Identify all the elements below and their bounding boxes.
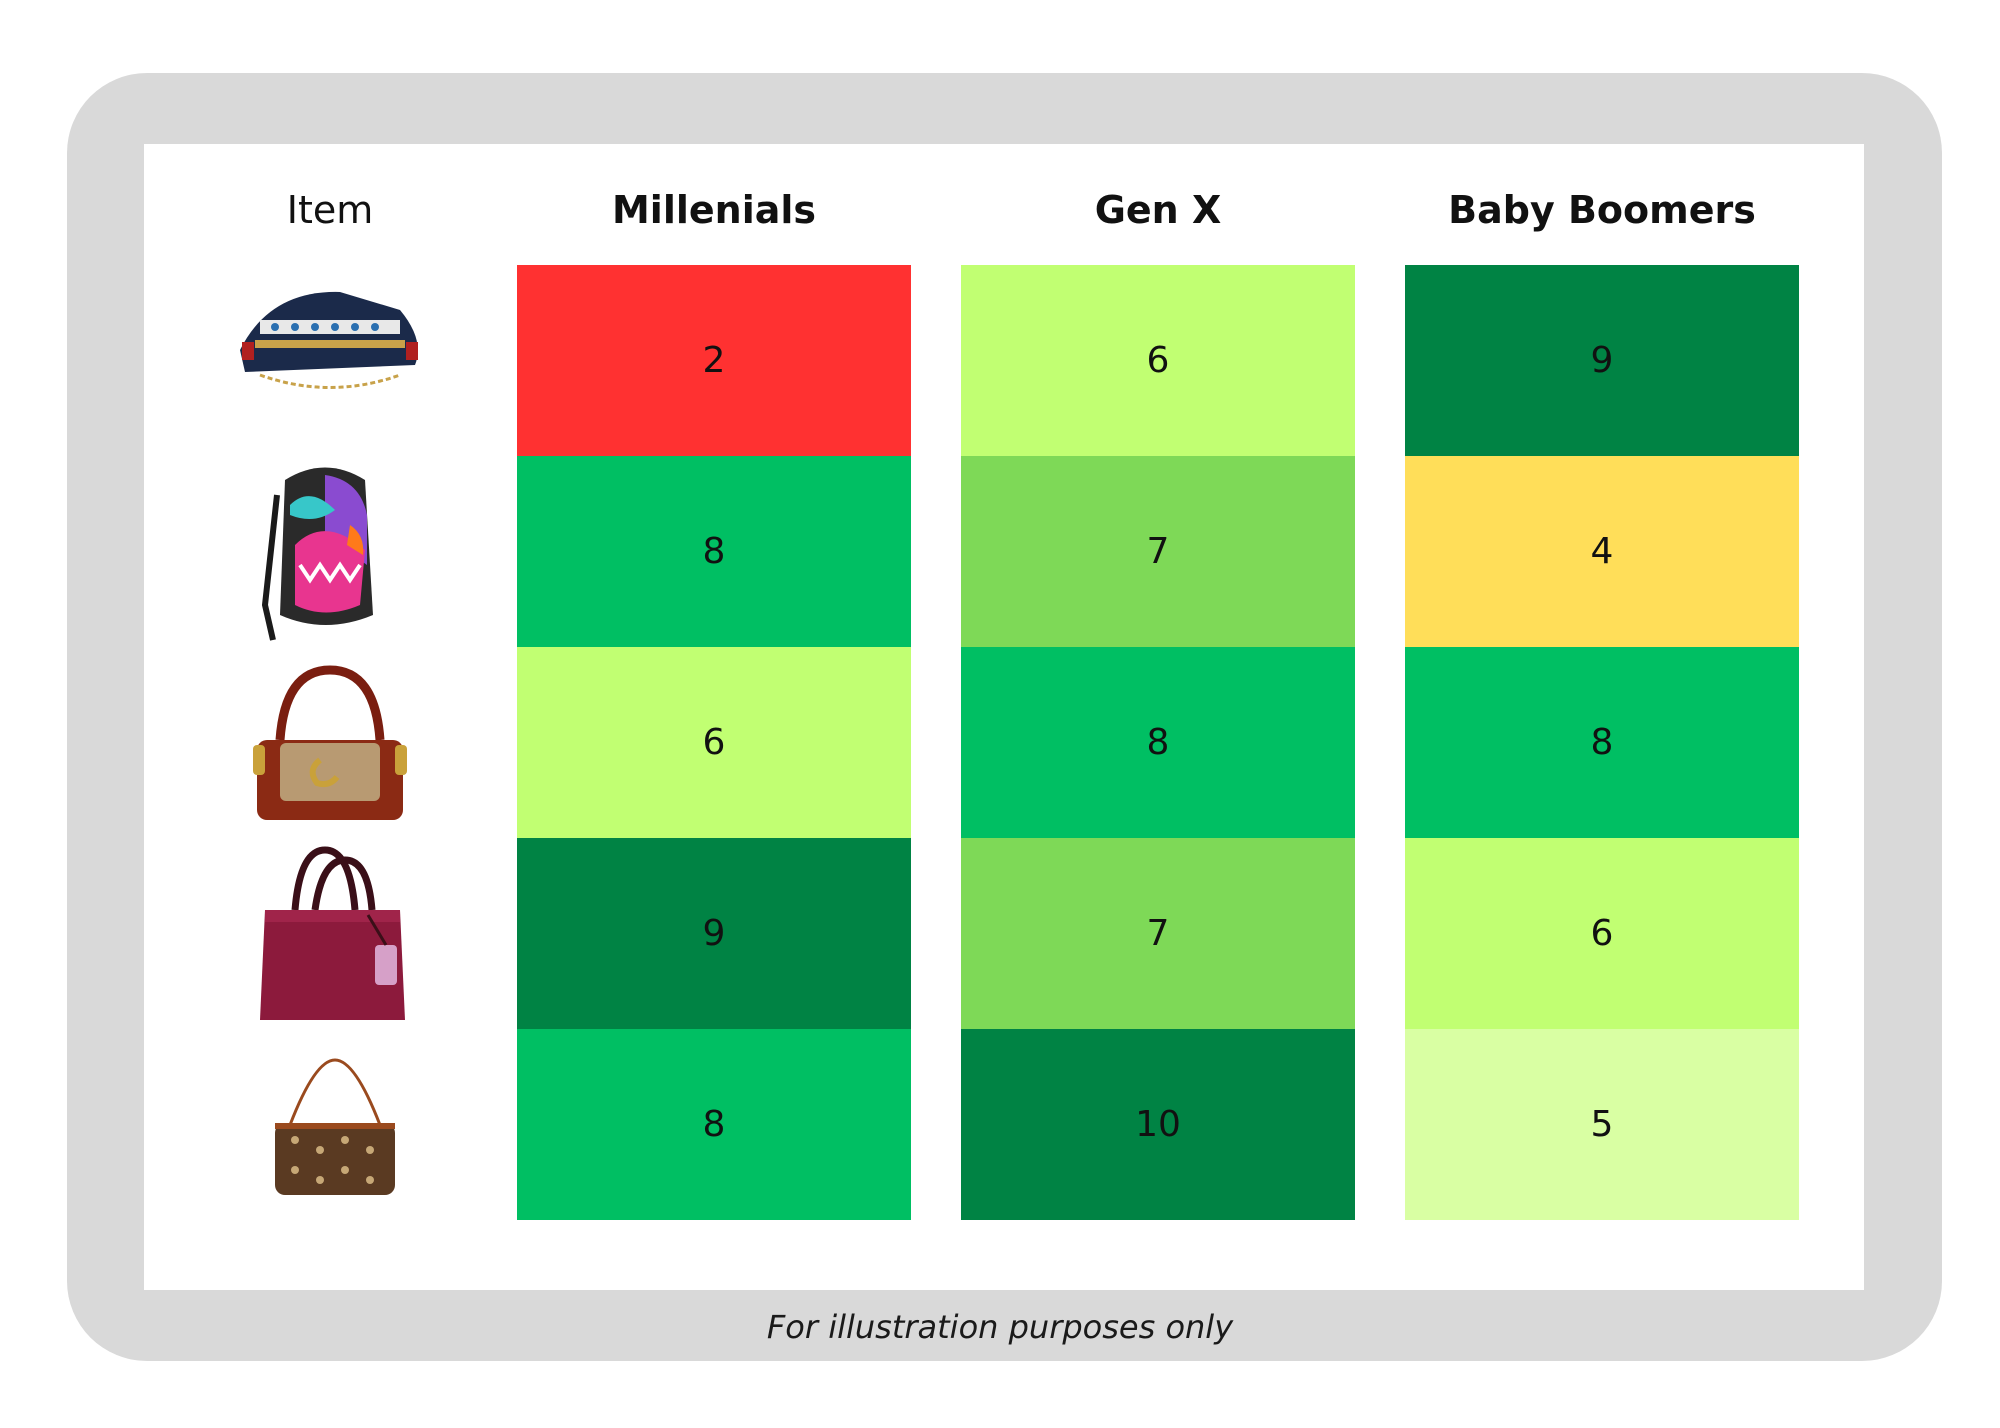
footnote: For illustration purposes only — [766, 1308, 1234, 1346]
heatmap-cell-millenials-row-2: 8 — [517, 456, 911, 647]
burgundy-satchel-image — [260, 846, 405, 1020]
heatmap-cell-gen-x-row-4: 7 — [961, 838, 1355, 1029]
heatmap-cell-millenials-row-4: 9 — [517, 838, 911, 1029]
heatmap-cell-millenials-row-1: 2 — [517, 265, 911, 456]
heatmap-cell-baby-boomers-row-2: 4 — [1405, 456, 1799, 647]
column-header-millenials: Millenials — [611, 188, 817, 232]
heatmap-cell-baby-boomers-row-5: 5 — [1405, 1029, 1799, 1220]
column-header-baby-boomers: Baby Boomers — [1448, 188, 1756, 232]
heatmap-cell-gen-x-row-1: 6 — [961, 265, 1355, 456]
heatmap-cell-gen-x-row-3: 8 — [961, 647, 1355, 838]
heatmap-cell-millenials-row-5: 8 — [517, 1029, 911, 1220]
heatmap-cell-millenials-row-3: 6 — [517, 647, 911, 838]
shark-backpack-image — [261, 467, 373, 641]
brown-tabby-shoulder-bag-image — [253, 665, 407, 820]
heatmap-cell-baby-boomers-row-3: 8 — [1405, 647, 1799, 838]
item-column-header: Item — [286, 188, 374, 232]
heatmap-cell-gen-x-row-2: 7 — [961, 456, 1355, 647]
heatmap-cell-gen-x-row-5: 10 — [961, 1029, 1355, 1220]
heatmap-cell-baby-boomers-row-1: 9 — [1405, 265, 1799, 456]
monogram-pochette-image — [275, 1058, 395, 1195]
heatmap-cell-baby-boomers-row-4: 6 — [1405, 838, 1799, 1029]
column-header-gen-x: Gen X — [1094, 188, 1222, 232]
cruise-ship-bag-image — [240, 291, 418, 389]
